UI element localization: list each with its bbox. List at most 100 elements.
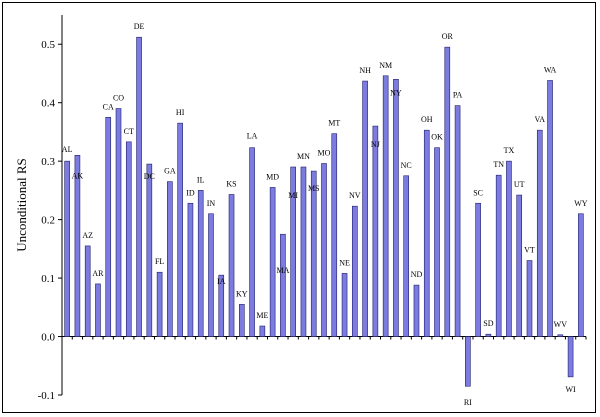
bar-nv — [352, 205, 358, 337]
bar-label-ar: AR — [92, 269, 104, 278]
bar-nc — [403, 175, 410, 337]
bar-label-ms: MS — [308, 184, 320, 193]
bar-md — [269, 187, 276, 337]
bar-ms — [310, 170, 317, 337]
bar-ca — [105, 117, 112, 337]
bar-label-nj: NJ — [371, 140, 380, 149]
bar-al — [64, 160, 70, 337]
bar-wi — [567, 336, 574, 378]
y-tick-label: 0.2 — [41, 215, 55, 227]
bar-ny — [393, 79, 399, 337]
bar-mi — [290, 166, 296, 337]
bar-label-tx: TX — [504, 146, 515, 155]
y-axis-title: Unconditional RS — [14, 158, 29, 252]
bar-label-ak: AK — [72, 171, 84, 180]
bar-label-ca: CA — [103, 102, 114, 111]
bar-fl — [156, 271, 163, 337]
bar-wv — [557, 334, 564, 337]
bar-dc — [146, 163, 153, 337]
bar-de — [136, 36, 142, 337]
bar-label-ia: IA — [217, 277, 226, 286]
bar-in — [208, 213, 214, 337]
bar-mo — [321, 163, 327, 337]
bar-label-wy: WY — [574, 199, 588, 208]
bar-label-mi: MI — [288, 191, 298, 200]
bar-label-oh: OH — [421, 115, 433, 124]
y-tick-label: 0.4 — [41, 98, 55, 110]
y-tick-label: 0.3 — [41, 156, 55, 168]
bar-label-nm: NM — [379, 61, 392, 70]
bar-or — [444, 46, 451, 337]
bar-label-sc: SC — [473, 188, 483, 197]
bar-label-nh: NH — [359, 66, 371, 75]
bar-label-or: OR — [442, 32, 454, 41]
bar-tn — [495, 174, 502, 337]
bar-label-ny: NY — [390, 88, 402, 97]
bar-label-nd: ND — [411, 270, 423, 279]
bar-ok — [434, 147, 440, 337]
bar-pa — [454, 105, 461, 337]
bar-label-az: AZ — [82, 231, 93, 240]
bar-label-al: AL — [62, 145, 73, 154]
bar-label-md: MD — [266, 172, 279, 181]
bar-id — [187, 202, 194, 337]
bar-wy — [578, 213, 584, 337]
bar-label-wa: WA — [544, 65, 557, 74]
bar-label-in: IN — [207, 199, 216, 208]
bar-il — [197, 190, 204, 337]
bar-label-vt: VT — [524, 246, 535, 255]
bars — [64, 36, 584, 387]
bar-label-ky: KY — [236, 289, 248, 298]
bar-label-dc: DC — [144, 172, 155, 181]
bar-label-ne: NE — [339, 258, 350, 267]
bar-az — [84, 245, 91, 337]
bar-wa — [547, 80, 553, 337]
bar-label-va: VA — [534, 115, 545, 124]
bar-nd — [413, 284, 420, 337]
bar-label-il: IL — [197, 175, 205, 184]
bar-sc — [475, 202, 481, 337]
bar-label-wv: WV — [554, 320, 568, 329]
bar-ks — [228, 194, 235, 337]
y-tick-label: 0.1 — [41, 273, 55, 285]
y-tick-label: -0.1 — [38, 390, 55, 402]
bar-label-tn: TN — [493, 160, 504, 169]
y-tick-label: 0.0 — [41, 332, 55, 344]
bar-vt — [526, 260, 533, 337]
bar-label-id: ID — [186, 188, 195, 197]
bar-label-fl: FL — [155, 257, 164, 266]
bar-label-mn: MN — [297, 152, 310, 161]
bar-label-mo: MO — [318, 148, 331, 157]
bar-ia — [218, 274, 225, 337]
bar-label-nv: NV — [349, 191, 361, 200]
bar-label-sd: SD — [483, 319, 493, 328]
bar-label-ut: UT — [514, 180, 525, 189]
bar-label-ct: CT — [124, 127, 134, 136]
bar-sd — [485, 333, 492, 337]
bar-label-co: CO — [113, 94, 124, 103]
bar-mn — [300, 166, 307, 337]
bar-me — [259, 325, 266, 337]
bar-label-de: DE — [134, 22, 145, 31]
bar-nj — [372, 125, 379, 337]
bar-label-pa: PA — [453, 91, 463, 100]
bar-hi — [177, 122, 183, 337]
bar-label-ga: GA — [164, 167, 176, 176]
bar-label-ri: RI — [464, 398, 472, 407]
bar-ri — [465, 336, 471, 387]
bar-ct — [125, 141, 132, 337]
bar-ak — [74, 155, 81, 337]
bar-va — [536, 129, 543, 337]
bar-label-mt: MT — [328, 119, 340, 128]
bar-ky — [239, 304, 245, 337]
bar-nh — [362, 80, 368, 337]
bar-ut — [516, 194, 523, 337]
bar-ar — [95, 283, 101, 337]
bar-label-me: ME — [256, 311, 268, 320]
bar-ma — [280, 233, 286, 337]
bar-label-ok: OK — [431, 133, 443, 142]
bar-ne — [341, 273, 348, 337]
bar-label-ma: MA — [276, 266, 289, 275]
